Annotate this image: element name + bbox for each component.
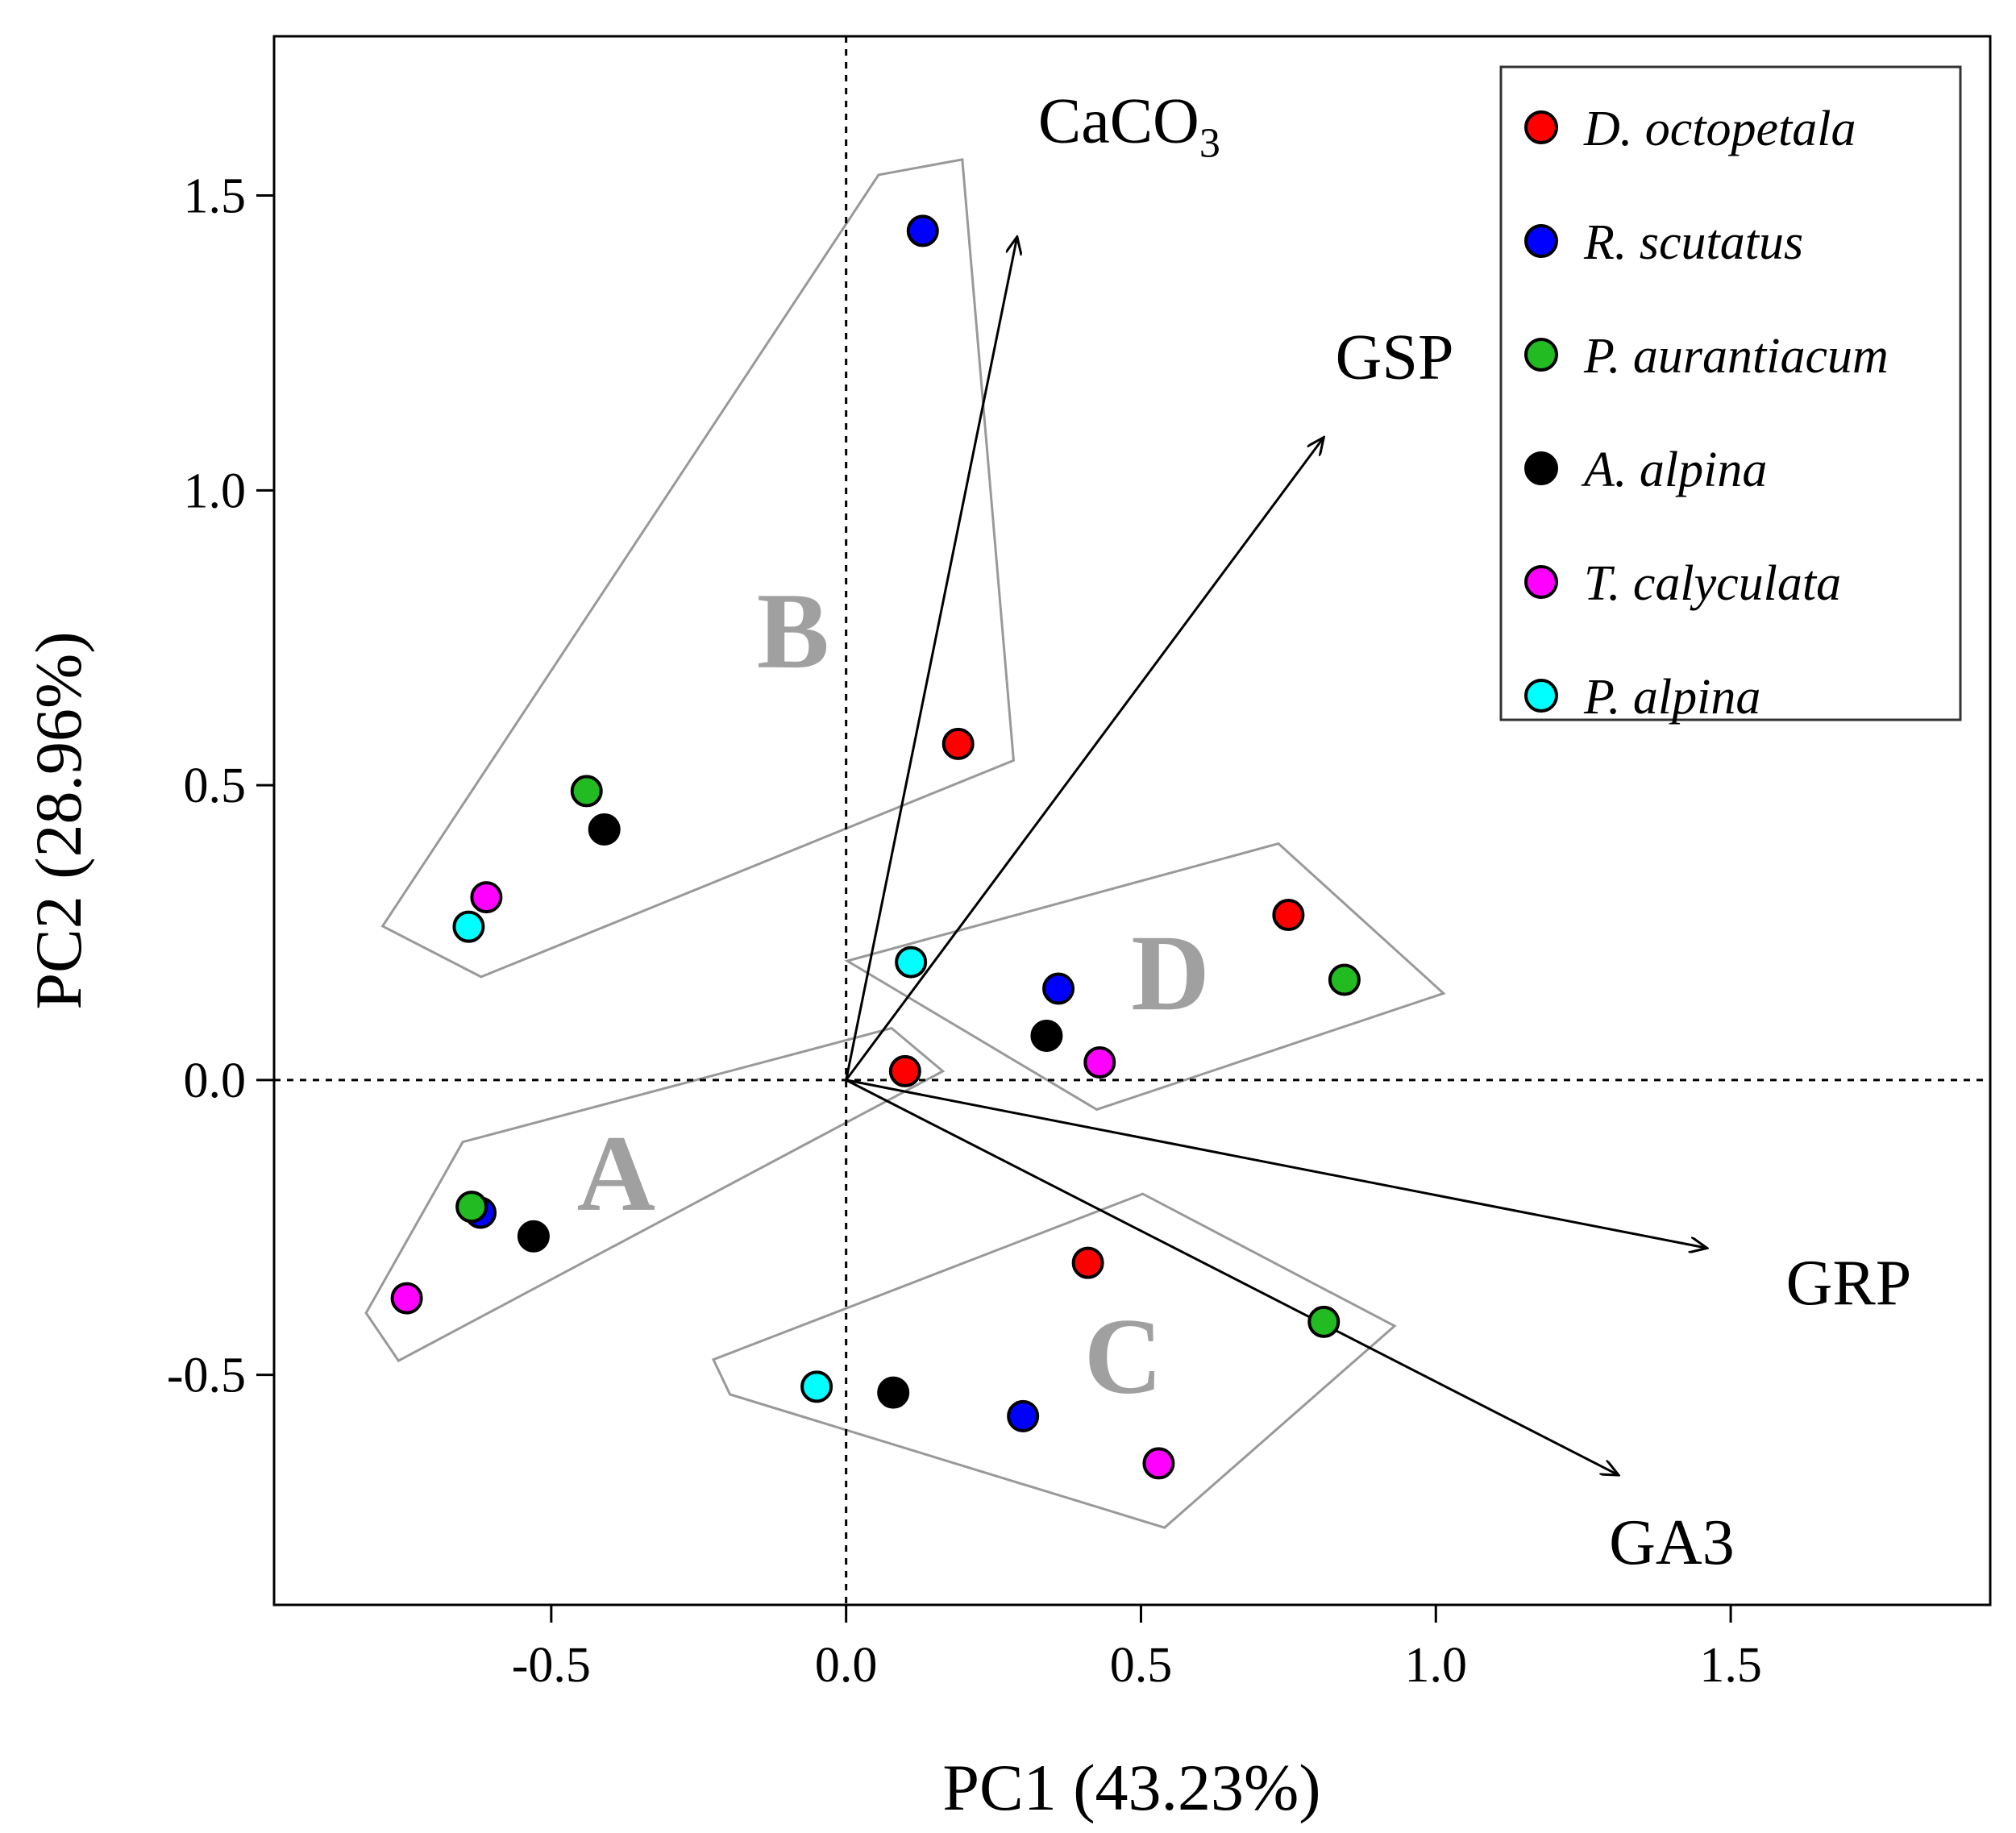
legend-marker — [1524, 338, 1558, 372]
legend-label: P. aurantiacum — [1583, 329, 1889, 384]
vector-arrow-GA3 — [845, 1079, 1619, 1475]
data-point — [455, 1191, 488, 1224]
data-point — [906, 214, 939, 247]
group-label-D: D — [1131, 913, 1210, 1033]
x-axis-label: PC1 (43.23%) — [942, 1751, 1320, 1824]
legend-marker — [1524, 679, 1558, 713]
data-point — [452, 910, 485, 943]
plot-frame — [272, 35, 1992, 1606]
y-tick-label: -0.5 — [167, 1349, 246, 1403]
vector-label-subscript: 3 — [1199, 121, 1220, 167]
data-point — [570, 775, 603, 808]
data-point — [888, 1054, 921, 1087]
x-tick-label: 1.5 — [1699, 1638, 1762, 1693]
data-point — [1042, 972, 1075, 1005]
vector-label-CaCO: CaCO3 — [1038, 86, 1220, 167]
group-hull-D — [844, 842, 1446, 1112]
legend-marker — [1524, 565, 1558, 599]
vector-arrow-GSP — [845, 437, 1324, 1081]
data-point — [895, 946, 928, 979]
vector-label-GRP: GRP — [1786, 1248, 1912, 1319]
data-point — [877, 1376, 910, 1409]
y-axis-label: PC2 (28.96%) — [22, 631, 95, 1009]
group-label-A: A — [577, 1114, 656, 1234]
legend-marker — [1524, 110, 1558, 144]
legend-label: P. alpina — [1583, 670, 1760, 725]
vector-arrow-GRP — [846, 1079, 1707, 1249]
data-point — [588, 813, 621, 846]
legend-marker — [1524, 451, 1558, 485]
data-point — [1083, 1045, 1116, 1079]
vector-label-GA3: GA3 — [1609, 1507, 1735, 1578]
legend-box — [1499, 65, 1962, 721]
y-tick-label: 1.0 — [184, 463, 247, 518]
x-tick-label: -0.5 — [512, 1638, 591, 1693]
group-label-B: B — [757, 572, 829, 692]
legend-label: T. calyculata — [1584, 556, 1841, 611]
data-point — [1272, 899, 1305, 932]
x-tick-label: 0.5 — [1110, 1638, 1173, 1693]
group-hull-C — [712, 1192, 1397, 1529]
group-hull-B — [380, 158, 1016, 979]
data-point — [941, 727, 975, 760]
legend-marker — [1524, 224, 1558, 258]
x-tick-label: 1.0 — [1405, 1638, 1468, 1693]
data-point — [1142, 1447, 1175, 1480]
data-point — [800, 1370, 833, 1403]
data-point — [390, 1282, 423, 1315]
data-point — [1007, 1399, 1040, 1432]
vector-arrow-CaCO — [845, 237, 1017, 1081]
x-tick-label: 0.0 — [815, 1638, 878, 1693]
legend-label: R. scutatus — [1583, 215, 1803, 270]
y-tick-label: 0.5 — [184, 759, 247, 813]
legend-label: A. alpina — [1581, 443, 1767, 497]
legend-label: D. octopetala — [1583, 102, 1856, 156]
data-point — [1328, 963, 1361, 996]
group-label-C: C — [1084, 1297, 1163, 1417]
data-point — [1030, 1020, 1063, 1053]
legend: D. octopetala R. scutatus P. aurantiacum A.… — [1499, 65, 1962, 725]
data-point — [1071, 1246, 1104, 1279]
group-hull-A — [364, 1026, 946, 1363]
data-point — [1307, 1305, 1341, 1338]
y-tick-label: 1.5 — [184, 169, 247, 224]
y-tick-label: 0.0 — [184, 1054, 247, 1108]
data-point — [517, 1220, 550, 1253]
data-point — [470, 881, 503, 914]
vector-label-GSP: GSP — [1336, 322, 1454, 393]
